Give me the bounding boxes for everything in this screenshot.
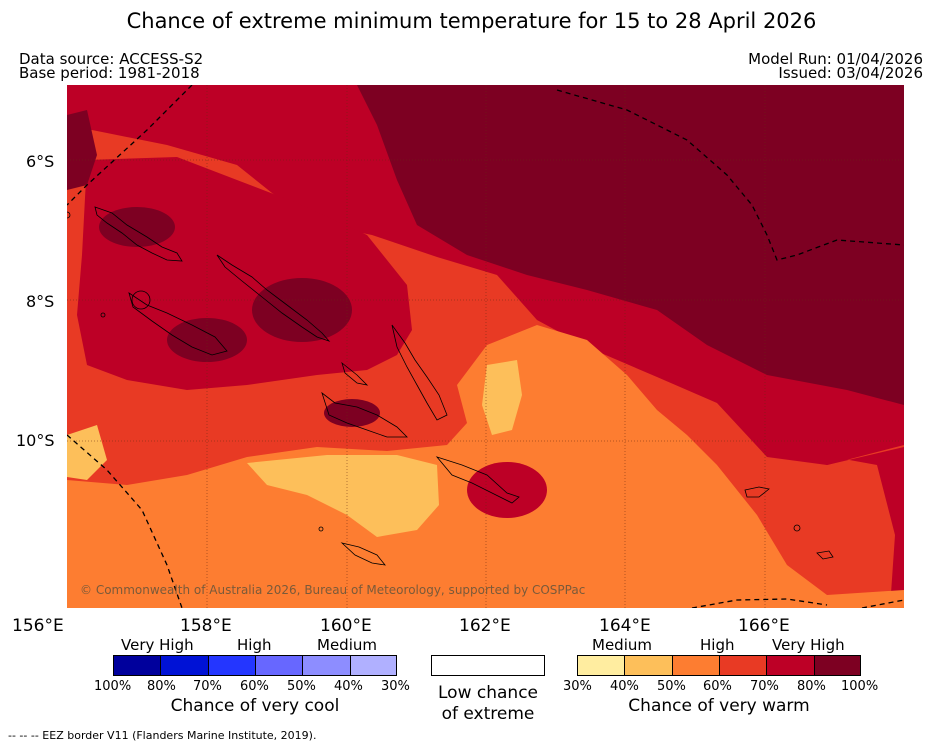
map-region-very-high-blob: [252, 278, 352, 342]
map-region-very-high-blob: [99, 207, 175, 247]
lon-label: 160°E: [320, 616, 372, 636]
forecast-map[interactable]: [67, 85, 904, 608]
cool-percent-label: 40%: [334, 679, 363, 694]
map-region-low-medium: [247, 455, 439, 537]
model-run: Model Run: 01/04/2026: [748, 50, 923, 68]
cool-swatch: [302, 655, 350, 676]
warm-percent-label: 60%: [703, 679, 732, 694]
cool-category-label: Medium: [317, 636, 377, 654]
cool-percent-label: 80%: [147, 679, 176, 694]
map-region-very-high: [357, 85, 904, 405]
cool-category-label: High: [237, 636, 272, 654]
warm-percent-label: 70%: [750, 679, 779, 694]
warm-swatch: [624, 655, 672, 676]
cool-percent-label: 60%: [240, 679, 269, 694]
graticule: [67, 85, 904, 608]
cool-category-label: Very High: [121, 636, 194, 654]
cool-swatch: [160, 655, 208, 676]
neutral-label-line1: Low chance: [438, 683, 538, 703]
eez-border: [67, 85, 904, 608]
lon-label: 162°E: [459, 616, 511, 636]
warm-category-label: Very High: [772, 636, 845, 654]
cool-swatch: [255, 655, 303, 676]
cool-swatch: [207, 655, 255, 676]
map-region-very-high-blob: [324, 399, 380, 427]
lat-label: 8°S: [26, 292, 55, 311]
warm-percent-label: 100%: [841, 679, 879, 694]
cool-percent-label: 50%: [287, 679, 316, 694]
warm-swatch: [719, 655, 767, 676]
data-source: Data source: ACCESS-S2: [19, 50, 204, 68]
base-period: Base period: 1981-2018: [19, 64, 200, 82]
warm-swatch: [577, 655, 625, 676]
warm-category-label: High: [700, 636, 735, 654]
eez-legend-note: -- -- -- EEZ border V11 (Flanders Marine…: [8, 729, 317, 742]
cool-swatch: [113, 655, 161, 676]
warm-percent-label: 30%: [563, 679, 592, 694]
islands: [67, 206, 834, 566]
issued-date: Issued: 03/04/2026: [778, 64, 923, 82]
cool-percent-label: 100%: [94, 679, 132, 694]
lon-label: 156°E: [12, 616, 64, 636]
map-region-low-medium: [67, 425, 107, 480]
cool-swatch: [349, 655, 397, 676]
lon-label: 166°E: [738, 616, 790, 636]
lon-label: 164°E: [599, 616, 651, 636]
warm-swatch: [813, 655, 861, 676]
neutral-swatch: [431, 655, 545, 676]
warm-percent-label: 50%: [657, 679, 686, 694]
warm-percent-label: 40%: [610, 679, 639, 694]
chart-title: Chance of extreme minimum temperature fo…: [126, 9, 817, 33]
neutral-label-line2: of extreme: [441, 704, 535, 724]
cool-percent-label: 70%: [193, 679, 222, 694]
warm-swatch: [671, 655, 719, 676]
warm-percent-label: 80%: [797, 679, 826, 694]
lat-label: 10°S: [16, 431, 55, 450]
map-region-very-high-west: [67, 110, 97, 190]
lat-label: 6°S: [26, 152, 55, 171]
cool-percent-label: 30%: [381, 679, 410, 694]
map-region-high-dark-blob: [467, 462, 547, 518]
warm-swatch: [766, 655, 814, 676]
lon-label: 158°E: [180, 616, 232, 636]
warm-category-label: Medium: [592, 636, 652, 654]
map-region-low-medium: [482, 360, 522, 435]
warm-legend-label: Chance of very warm: [628, 696, 810, 716]
cool-legend-label: Chance of very cool: [170, 696, 340, 716]
copyright-credit: © Commonwealth of Australia 2026, Bureau…: [80, 583, 586, 597]
